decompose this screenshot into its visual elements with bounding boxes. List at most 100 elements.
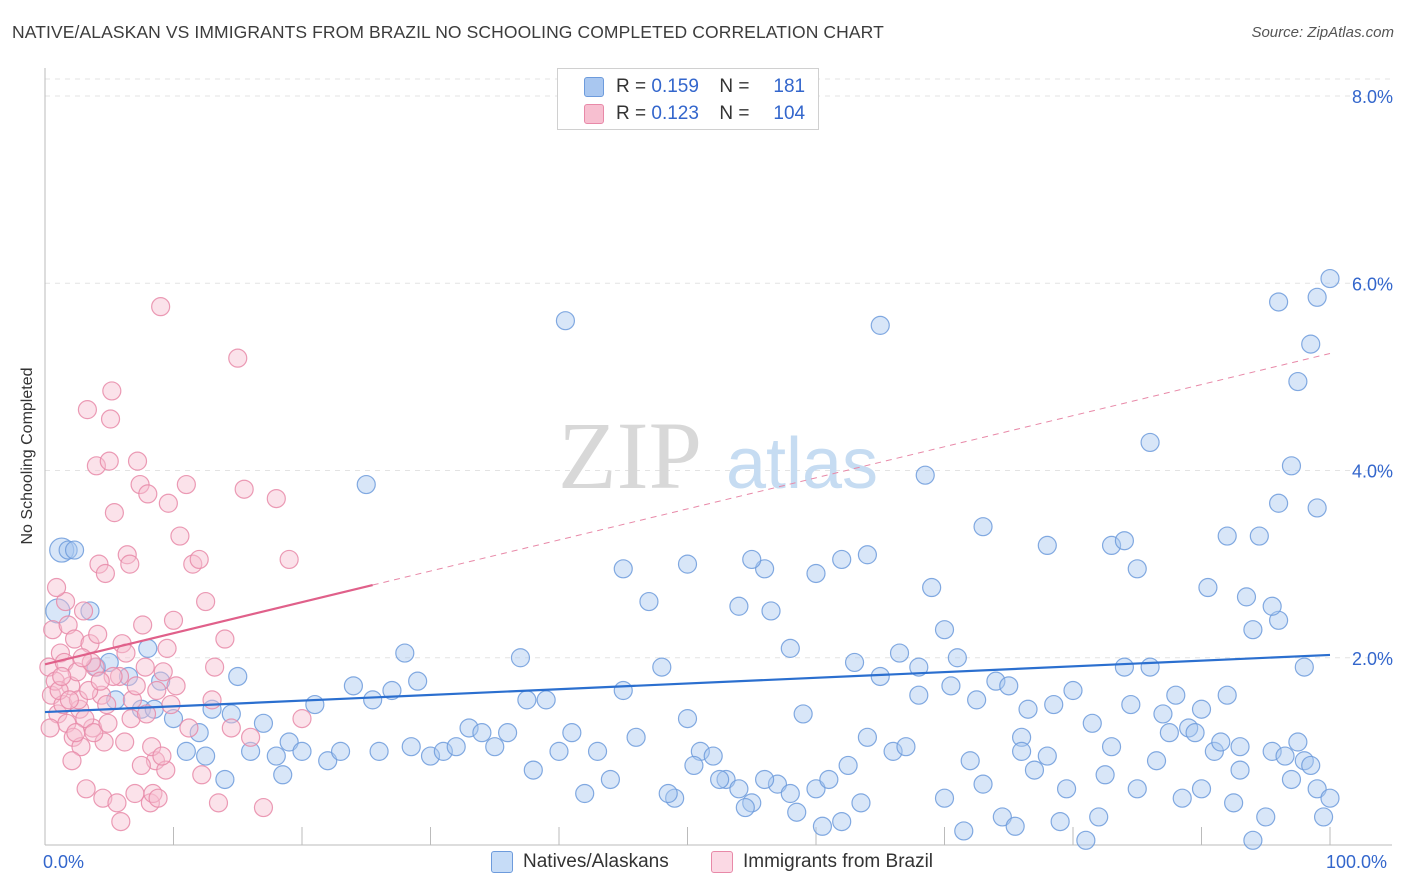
- brazil-point: [103, 666, 123, 687]
- native-point: [1281, 769, 1302, 790]
- native-point: [1243, 830, 1263, 850]
- data-points: [39, 268, 1340, 850]
- legend-n-value: 104: [773, 103, 806, 124]
- native-point: [1211, 732, 1231, 752]
- brazil-point: [215, 629, 235, 649]
- brazil-point: [189, 549, 209, 570]
- y-tick-label: 2.0%: [1352, 649, 1393, 669]
- native-point: [767, 774, 788, 794]
- legend-item-natives[interactable]: Natives/Alaskans: [491, 851, 669, 873]
- brazil-point: [234, 479, 254, 499]
- native-point: [986, 671, 1006, 691]
- legend-item-brazil[interactable]: Immigrants from Brazil: [711, 851, 933, 873]
- legend-swatch-brazil: [584, 104, 604, 124]
- brazil-point: [115, 732, 135, 752]
- native-point: [690, 741, 710, 761]
- native-point: [1024, 760, 1045, 780]
- native-point: [658, 783, 678, 804]
- native-point: [363, 690, 383, 710]
- native-point: [1307, 498, 1327, 518]
- native-point: [812, 816, 833, 836]
- brazil-point: [97, 694, 117, 715]
- native-point: [742, 549, 762, 570]
- native-point: [780, 783, 800, 804]
- brazil-point: [138, 484, 158, 504]
- native-point: [485, 737, 505, 757]
- native-point: [754, 559, 775, 579]
- native-point: [80, 601, 100, 621]
- native-point: [1082, 713, 1102, 733]
- brazil-point: [151, 297, 171, 317]
- native-point: [1011, 741, 1032, 761]
- native-point: [710, 769, 730, 790]
- native-point: [652, 657, 672, 677]
- native-point: [754, 769, 775, 790]
- native-point: [1268, 493, 1289, 513]
- brazil-point: [228, 348, 248, 368]
- brazil-point: [50, 643, 71, 663]
- native-point: [941, 676, 961, 696]
- native-point: [639, 591, 659, 612]
- brazil-point: [40, 718, 60, 738]
- native-point: [1101, 535, 1122, 556]
- native-point: [58, 540, 78, 560]
- native-point: [1153, 704, 1173, 724]
- native-point: [870, 666, 890, 687]
- brazil-point: [89, 554, 109, 574]
- native-point: [677, 709, 698, 729]
- native-point: [600, 769, 621, 790]
- native-point: [684, 755, 704, 776]
- y-tick-label: 6.0%: [1352, 274, 1393, 294]
- brazil-point: [292, 709, 312, 729]
- native-point: [1313, 807, 1334, 827]
- brazil-point: [196, 591, 216, 612]
- native-point: [1121, 694, 1141, 715]
- native-point: [369, 741, 389, 761]
- native-point: [1005, 816, 1025, 836]
- native-point: [420, 746, 441, 766]
- brazil-point: [77, 400, 98, 420]
- brazil-point: [125, 783, 145, 804]
- brazil-point: [55, 591, 76, 612]
- native-point: [1037, 535, 1057, 556]
- native-point: [1230, 760, 1250, 780]
- native-point: [1037, 746, 1057, 766]
- native-point: [787, 802, 807, 822]
- native-point: [343, 676, 363, 696]
- native-point: [562, 723, 582, 743]
- axes: [44, 68, 1392, 846]
- brazil-point: [166, 676, 186, 696]
- native-point: [909, 657, 929, 677]
- native-point: [909, 685, 929, 705]
- legend-swatch-natives: [491, 851, 513, 873]
- brazil-point: [86, 456, 107, 476]
- legend-r-value: 0.159: [651, 76, 699, 97]
- native-point: [510, 648, 531, 668]
- native-point: [1243, 620, 1263, 640]
- native-point: [1268, 610, 1289, 630]
- native-point: [1281, 456, 1302, 476]
- native-point: [819, 769, 839, 790]
- native-point: [1056, 779, 1077, 799]
- native-point: [613, 680, 633, 701]
- native-point: [626, 727, 646, 747]
- brazil-point: [88, 624, 108, 644]
- brazil-point: [163, 610, 184, 630]
- native-point: [549, 741, 569, 761]
- brazil-point: [126, 676, 146, 696]
- brazil-point: [76, 779, 96, 799]
- native-point: [915, 465, 935, 485]
- legend-label-brazil: Immigrants from Brazil: [743, 851, 934, 872]
- native-point: [1018, 699, 1038, 719]
- brazil-point: [73, 601, 94, 621]
- brazil-point: [221, 718, 241, 738]
- native-point: [1307, 779, 1327, 799]
- native-point: [761, 601, 781, 621]
- native-point: [806, 779, 826, 799]
- native-point: [838, 755, 858, 776]
- brazil-point: [102, 381, 122, 401]
- native-point: [947, 648, 967, 668]
- native-point: [189, 723, 209, 743]
- brazil-point: [93, 788, 113, 808]
- native-point: [517, 690, 537, 710]
